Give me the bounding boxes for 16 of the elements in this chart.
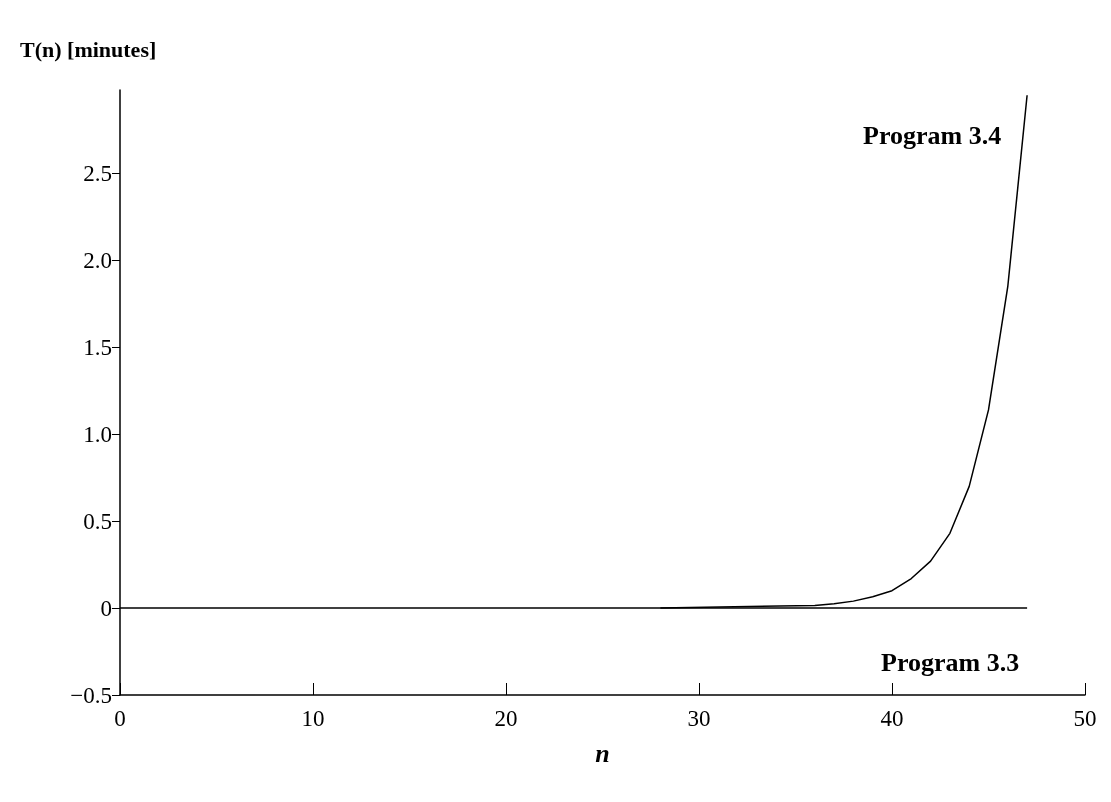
series-label: Program 3.3 bbox=[881, 647, 1020, 677]
series-label: Program 3.4 bbox=[863, 120, 1002, 150]
y-tick-label: 1.0 bbox=[83, 421, 112, 447]
y-tick-label: −0.5 bbox=[70, 682, 112, 708]
y-axis-title: T(n) [minutes] bbox=[20, 36, 157, 62]
y-tick-label: 2.5 bbox=[83, 160, 112, 186]
x-tick-label: 10 bbox=[301, 706, 325, 731]
y-tick-label: 0 bbox=[100, 595, 112, 621]
x-tick-label: 20 bbox=[494, 706, 518, 731]
x-axis-title: n bbox=[595, 738, 610, 768]
x-tick-label: 50 bbox=[1073, 706, 1097, 731]
y-tick-label: 2.0 bbox=[83, 247, 112, 273]
y-tick-label: 0.5 bbox=[83, 508, 112, 534]
x-tick-label: 40 bbox=[880, 706, 904, 731]
y-tick-label: 1.5 bbox=[83, 334, 112, 360]
x-tick-label: 30 bbox=[687, 706, 711, 731]
